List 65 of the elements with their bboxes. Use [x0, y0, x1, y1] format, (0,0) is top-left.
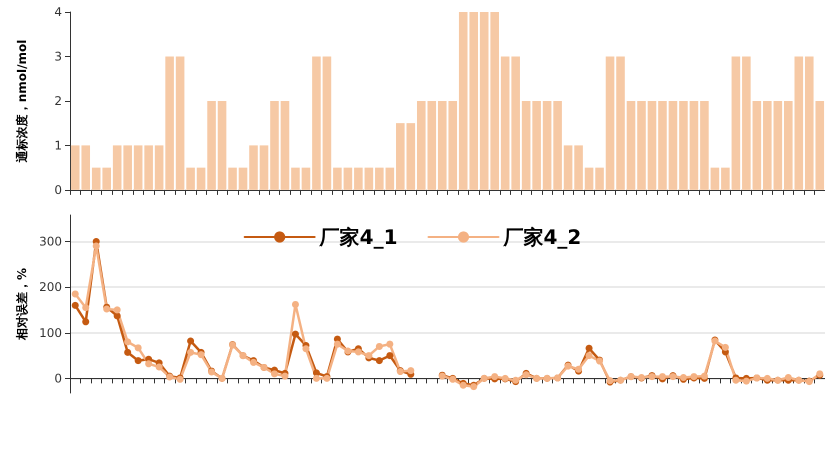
bar	[458, 12, 468, 190]
bar	[102, 168, 111, 190]
bar	[469, 12, 478, 190]
bar	[564, 145, 572, 190]
bar	[438, 100, 447, 190]
bar	[176, 56, 184, 190]
bar	[70, 145, 80, 190]
bar	[490, 12, 499, 190]
bar	[511, 56, 520, 190]
bar	[794, 56, 804, 190]
bar	[112, 145, 122, 190]
bar	[92, 168, 101, 190]
bar	[427, 100, 436, 190]
bar	[752, 100, 762, 190]
bar	[196, 168, 206, 190]
y-tick-label: 3	[54, 49, 62, 64]
y-tick-label: 200	[39, 280, 62, 294]
bar	[396, 123, 405, 190]
y-axis-title: 相对误差，%	[15, 268, 29, 342]
bar	[710, 168, 720, 190]
bar	[774, 100, 782, 190]
bar	[186, 168, 195, 190]
bar	[700, 100, 709, 190]
y-tick-label: 300	[39, 234, 62, 248]
bar	[134, 145, 142, 190]
bar	[804, 56, 814, 190]
y-tick-label: 4	[54, 5, 62, 19]
bar	[123, 145, 132, 190]
bar	[763, 100, 772, 190]
bar	[386, 168, 394, 190]
bar	[375, 168, 384, 190]
bar	[354, 168, 363, 190]
bar	[500, 56, 510, 190]
bar	[448, 100, 458, 190]
y-tick-label: 100	[39, 326, 62, 340]
bar	[322, 56, 332, 190]
bar	[532, 100, 541, 190]
legend-label: 厂家4_2	[502, 225, 582, 249]
bar	[522, 100, 530, 190]
bar	[344, 168, 352, 190]
bar	[690, 100, 698, 190]
bar	[333, 168, 342, 190]
bar	[553, 100, 562, 190]
bar	[815, 100, 824, 190]
bar	[742, 56, 751, 190]
bar	[732, 56, 740, 190]
bar	[364, 168, 374, 190]
bar	[721, 168, 730, 190]
y-tick-label: 2	[54, 94, 62, 108]
bar	[312, 56, 321, 190]
y-tick-label: 1	[54, 138, 62, 152]
bar	[154, 145, 164, 190]
bar	[81, 145, 90, 190]
bar	[480, 12, 488, 190]
bar	[416, 100, 426, 190]
bar	[165, 56, 174, 190]
y-tick-label: 0	[54, 371, 62, 386]
bar	[784, 100, 793, 190]
legend-label: 厂家4_1	[318, 225, 398, 249]
y-tick-label: 0	[54, 182, 62, 197]
bar	[406, 123, 416, 190]
bar	[574, 145, 583, 190]
bar	[542, 100, 552, 190]
bar	[144, 145, 153, 190]
y-axis-title: 通标浓度，nmol/mol	[15, 40, 29, 164]
